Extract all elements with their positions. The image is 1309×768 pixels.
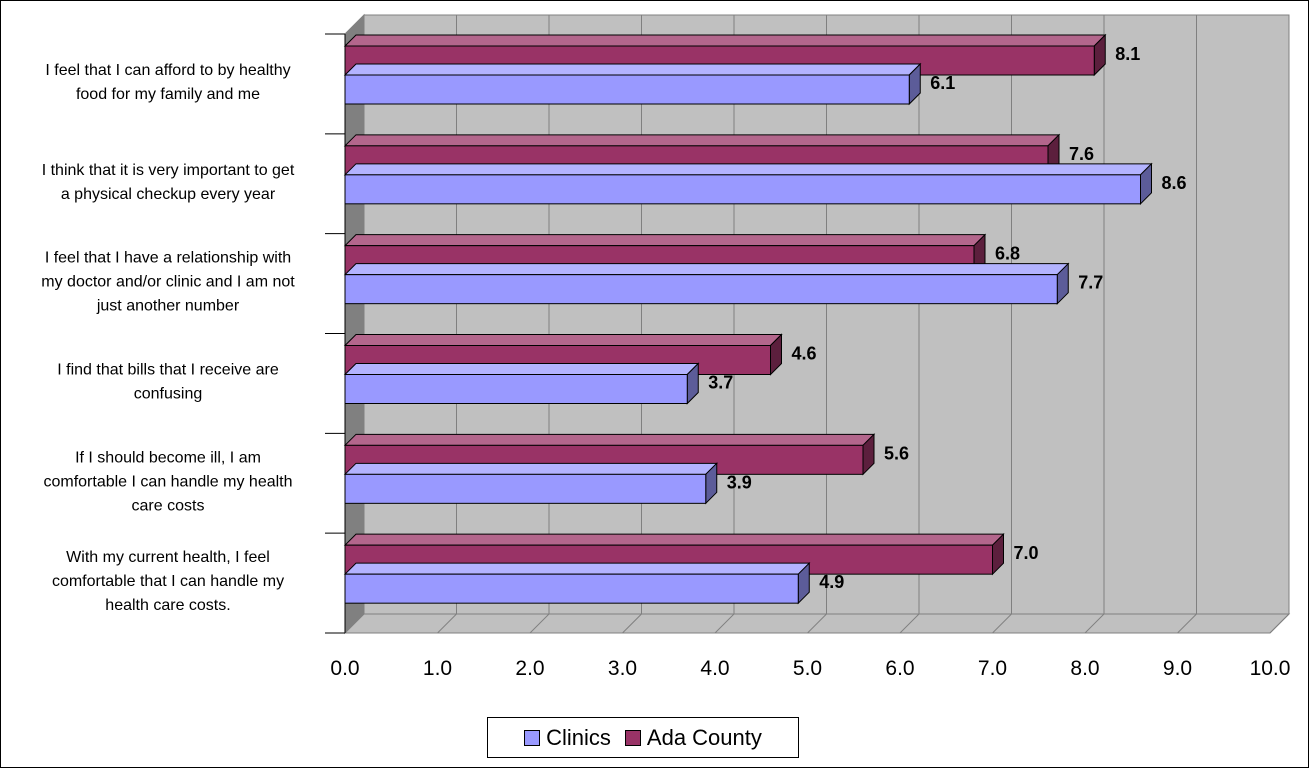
legend-item-clinics: Clinics <box>524 725 611 751</box>
floor-gridline <box>899 613 920 634</box>
legend-swatch-clinics <box>524 729 541 746</box>
legend-label-ada-county: Ada County <box>646 724 762 750</box>
x-tick-label: 8.0 <box>1070 657 1099 680</box>
data-label: 8.1 <box>1115 44 1140 64</box>
data-label: 5.6 <box>884 443 909 463</box>
category-label: I find that bills that I receive are conf… <box>57 361 279 402</box>
x-tick-label: 4.0 <box>700 657 729 680</box>
x-tick-label: 1.0 <box>423 657 452 680</box>
data-label: 4.6 <box>792 344 817 364</box>
bar-top-clinics <box>343 63 922 76</box>
bar-top-ada-county <box>343 533 1005 546</box>
floor-gridline <box>992 613 1012 634</box>
data-label: 7.6 <box>1069 144 1094 164</box>
bar-top-clinics <box>343 163 1153 176</box>
floor-gridline <box>622 613 642 634</box>
data-label: 3.9 <box>727 472 752 492</box>
category-label-line: confusing <box>134 385 203 402</box>
category-label-line: care costs <box>132 497 205 514</box>
category-label-line: comfortable that I can handle my <box>52 573 284 590</box>
category-label-line: health care costs. <box>105 597 230 614</box>
data-label: 8.6 <box>1162 173 1187 193</box>
floor-gridline <box>1084 613 1105 634</box>
floor-gridline <box>807 613 827 634</box>
category-label-line: comfortable I can handle my health <box>43 473 292 490</box>
bar-top-ada-county <box>343 433 876 446</box>
floor-gridline <box>714 613 735 634</box>
category-label: If I should become ill, I am comfortable … <box>43 449 292 514</box>
x-tick-label: 6.0 <box>885 657 914 680</box>
bar-top-ada-county <box>343 234 987 247</box>
category-label-line: I feel that I can afford to by healthy <box>45 62 290 79</box>
bar-top-clinics <box>343 562 811 575</box>
legend-label-clinics: Clinics <box>546 724 611 750</box>
category-label: I feel that I can afford to by healthy fo… <box>45 62 290 103</box>
floor-gridline <box>1177 613 1197 634</box>
x-tick-label: 2.0 <box>515 657 544 680</box>
data-label: 3.7 <box>708 373 733 393</box>
bar-top-ada-county <box>343 34 1107 47</box>
bar-top-ada-county <box>343 134 1061 147</box>
category-label: I feel that I have a relationship with my… <box>41 250 295 315</box>
x-tick-label: 5.0 <box>793 657 822 680</box>
category-label: I think that it is very important to get… <box>42 162 295 203</box>
data-label: 4.9 <box>819 572 844 592</box>
bar-clinics <box>344 174 1141 205</box>
bar-top-clinics <box>343 363 700 375</box>
floor-gridline <box>1269 613 1290 634</box>
legend-swatch-ada-county <box>624 729 641 746</box>
x-tick-label: 9.0 <box>1163 657 1192 680</box>
floor-gridline <box>437 613 457 634</box>
x-tick-label: 0.0 <box>330 657 359 680</box>
category-label-line: my doctor and/or clinic and I am not <box>41 274 295 291</box>
category-label-line: I find that bills that I receive are <box>57 361 279 378</box>
bar-clinics <box>344 74 910 105</box>
category-label-line: With my current health, I feel <box>66 549 270 566</box>
category-label-line: a physical checkup every year <box>61 186 276 203</box>
category-label-line: I feel that I have a relationship with <box>45 250 291 267</box>
x-tick-label: 3.0 <box>608 657 637 680</box>
category-label-line: just another number <box>96 298 240 315</box>
data-label: 7.7 <box>1078 273 1103 293</box>
data-label: 7.0 <box>1014 543 1039 563</box>
category-label-line: I think that it is very important to get <box>42 162 295 179</box>
bar-clinics <box>344 374 688 404</box>
x-tick-label: 7.0 <box>978 657 1007 680</box>
bar-clinics <box>344 473 707 504</box>
bar-top-clinics <box>343 263 1070 276</box>
x-tick-label: 10.0 <box>1250 657 1291 680</box>
category-label-line: If I should become ill, I am <box>75 449 261 466</box>
category-label-line: food for my family and me <box>76 86 260 103</box>
bar-top-ada-county <box>343 334 783 346</box>
legend: Clinics Ada County <box>487 717 799 758</box>
data-label: 6.8 <box>995 244 1020 264</box>
category-label: With my current health, I feel comfortabl… <box>52 549 284 614</box>
data-label: 6.1 <box>930 73 955 93</box>
bar-clinics <box>344 573 799 604</box>
bar-clinics <box>344 274 1058 305</box>
legend-item-ada-county: Ada County <box>624 724 762 751</box>
floor-gridline <box>529 613 550 634</box>
bar-top-clinics <box>343 462 718 475</box>
